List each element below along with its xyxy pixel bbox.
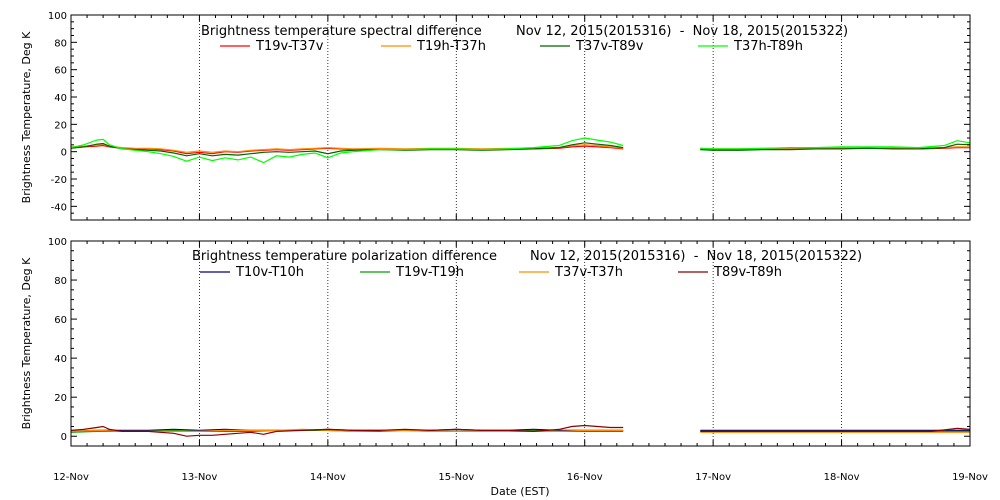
series-line-t37v-t89v <box>70 142 624 157</box>
panel1-series <box>70 137 971 164</box>
series-line-t89v-t89h <box>70 424 624 437</box>
x-tick-label: 15-Nov <box>438 472 474 483</box>
legend-entry: T37v-T37h <box>554 265 623 280</box>
panel1-title: Brightness temperature spectral differen… <box>201 24 482 39</box>
panel2-title: Brightness temperature polarization diff… <box>192 249 497 264</box>
x-axis-title: Date (EST) <box>490 485 549 498</box>
series-line-t37h-t89h <box>700 140 971 150</box>
panel1-legend: T19v-T37v T19h-T37h T37v-T89v T37h-T89h <box>220 39 803 54</box>
y-tick-label: 80 <box>54 38 67 49</box>
panel2-date-range: Nov 12, 2015(2015316) - Nov 18, 2015(201… <box>530 249 862 264</box>
panel2-grid <box>199 241 842 446</box>
x-tick-label: 13-Nov <box>181 472 217 483</box>
y-tick-label: -40 <box>51 202 67 213</box>
x-tick-label: 14-Nov <box>310 472 346 483</box>
x-tick-label: 12-Nov <box>53 472 89 483</box>
legend-entry: T19v-T19h <box>395 265 464 280</box>
series-line-t89v-t89h <box>700 427 971 432</box>
x-tick-label: 17-Nov <box>695 472 731 483</box>
legend-entry: T10v-T10h <box>235 265 304 280</box>
spectral-difference-panel: 100 80 60 40 20 0 -20 -40 Brightness temperatur… <box>20 11 971 221</box>
panel2-legend: T10v-T10h T19v-T19h T37v-T37h T89v-T89h <box>200 265 782 280</box>
panel2-ylabel: Brightness Temperature, Deg K <box>20 257 33 429</box>
legend-entry: T37v-T89v <box>575 39 644 54</box>
panel1-ylabel: Brightness Temperature, Deg K <box>20 31 33 203</box>
polarization-difference-panel: 12-Nov 13-Nov 14-Nov 15-Nov 16-Nov 17-Nov 18-N… <box>20 237 988 498</box>
legend-entry: T37h-T89h <box>733 39 803 54</box>
panel1-date-range: Nov 12, 2015(2015316) - Nov 18, 2015(201… <box>516 24 848 39</box>
y-tick-label: 20 <box>54 393 67 404</box>
y-tick-label: 100 <box>48 237 67 248</box>
y-tick-label: 100 <box>48 11 67 22</box>
legend-entry: T19v-T37v <box>255 39 324 54</box>
y-tick-label: 0 <box>61 148 67 159</box>
y-tick-label: 20 <box>54 120 67 131</box>
series-line-t37v-t37h <box>70 428 624 433</box>
legend-entry: T19h-T37h <box>416 39 486 54</box>
y-tick-label: 40 <box>54 354 67 365</box>
panel1-grid <box>199 15 842 220</box>
y-tick-label: 0 <box>61 432 67 443</box>
panel2-ticks: 12-Nov 13-Nov 14-Nov 15-Nov 16-Nov 17-Nov 18-N… <box>48 237 988 483</box>
panel1-ticks: 100 80 60 40 20 0 -20 -40 <box>48 11 971 221</box>
y-tick-label: 80 <box>54 276 67 287</box>
x-tick-label: 18-Nov <box>824 472 860 483</box>
y-tick-label: 60 <box>54 66 67 77</box>
y-tick-label: -20 <box>51 175 67 186</box>
series-line-t37v-t89v <box>700 143 971 151</box>
y-tick-label: 40 <box>54 93 67 104</box>
legend-entry: T89v-T89h <box>713 265 782 280</box>
x-tick-label: 16-Nov <box>567 472 603 483</box>
x-tick-label: 19-Nov <box>952 472 988 483</box>
panel2-series <box>70 424 971 437</box>
y-tick-label: 60 <box>54 315 67 326</box>
series-line-t37h-t89h <box>70 137 624 164</box>
